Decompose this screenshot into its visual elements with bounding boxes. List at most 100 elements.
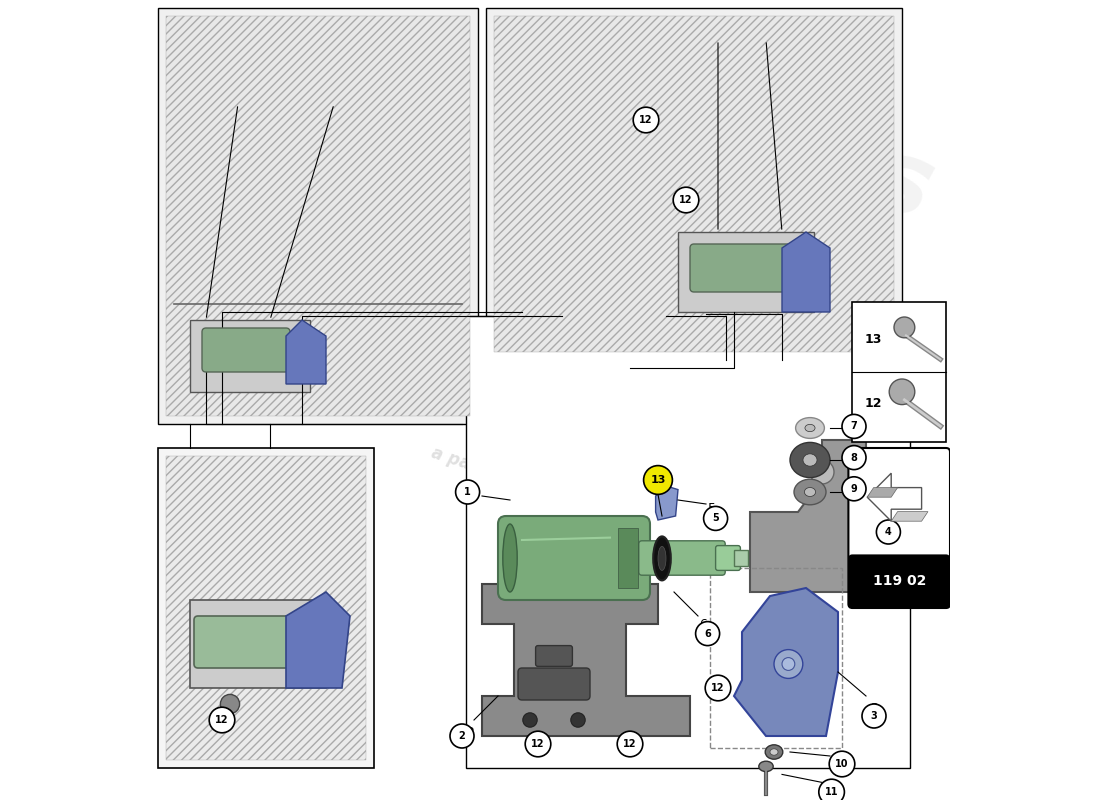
Text: 3: 3 (870, 702, 878, 715)
Circle shape (450, 724, 474, 748)
Text: 12: 12 (712, 683, 725, 693)
Text: 2: 2 (466, 726, 474, 739)
Text: 4: 4 (884, 514, 892, 527)
FancyBboxPatch shape (194, 616, 306, 668)
FancyBboxPatch shape (639, 541, 725, 575)
Ellipse shape (805, 424, 815, 432)
Circle shape (209, 707, 234, 733)
Text: 12: 12 (680, 195, 693, 205)
FancyBboxPatch shape (848, 554, 950, 608)
FancyBboxPatch shape (518, 668, 590, 700)
Text: 7: 7 (858, 422, 866, 435)
Text: 12: 12 (216, 715, 229, 725)
Ellipse shape (503, 524, 517, 592)
Text: 12: 12 (639, 115, 652, 125)
Ellipse shape (766, 745, 783, 759)
Text: 4: 4 (886, 527, 892, 537)
Text: 6: 6 (700, 618, 707, 631)
Circle shape (525, 731, 551, 757)
Circle shape (889, 379, 915, 405)
Circle shape (673, 187, 698, 213)
Text: 8: 8 (858, 454, 866, 467)
Circle shape (634, 107, 659, 133)
Bar (190, 600, 326, 688)
Circle shape (782, 658, 795, 670)
Text: 1: 1 (464, 487, 471, 497)
FancyBboxPatch shape (716, 546, 740, 570)
Text: 8: 8 (850, 453, 857, 462)
Circle shape (705, 675, 730, 701)
Circle shape (455, 480, 480, 504)
Ellipse shape (795, 418, 824, 438)
Polygon shape (782, 232, 830, 312)
Ellipse shape (759, 762, 773, 771)
Circle shape (810, 460, 834, 484)
Polygon shape (891, 512, 928, 522)
Circle shape (695, 622, 719, 646)
Polygon shape (750, 440, 866, 592)
Text: 9: 9 (850, 484, 857, 494)
Circle shape (704, 506, 727, 530)
Bar (158, 448, 374, 768)
Text: since 1985: since 1985 (729, 252, 851, 308)
Polygon shape (286, 320, 326, 384)
Text: 12: 12 (624, 739, 637, 749)
Text: a passion for parts since 1985: a passion for parts since 1985 (429, 444, 703, 548)
Text: 10: 10 (834, 754, 848, 765)
Text: 7: 7 (850, 422, 857, 431)
Text: 11: 11 (825, 787, 838, 797)
Polygon shape (734, 588, 838, 736)
FancyBboxPatch shape (536, 646, 572, 666)
Text: 5: 5 (707, 502, 716, 515)
Circle shape (220, 694, 240, 714)
Circle shape (522, 713, 537, 727)
Circle shape (571, 713, 585, 727)
Bar (852, 302, 946, 442)
Polygon shape (656, 486, 678, 520)
Polygon shape (867, 487, 898, 497)
Text: 13: 13 (650, 475, 666, 485)
Text: 13: 13 (865, 333, 882, 346)
Circle shape (829, 751, 855, 777)
Circle shape (644, 466, 672, 494)
Bar (466, 316, 910, 768)
Circle shape (842, 446, 866, 470)
Circle shape (877, 520, 901, 544)
Text: es: es (794, 110, 946, 242)
FancyBboxPatch shape (848, 448, 950, 608)
FancyBboxPatch shape (498, 516, 650, 600)
Ellipse shape (804, 487, 815, 497)
Polygon shape (482, 584, 690, 736)
Circle shape (842, 477, 866, 501)
Circle shape (894, 317, 915, 338)
FancyBboxPatch shape (690, 244, 794, 292)
Text: 10: 10 (835, 759, 849, 769)
Ellipse shape (653, 536, 671, 581)
Bar (710, 568, 842, 748)
Ellipse shape (794, 479, 826, 505)
Ellipse shape (658, 546, 666, 570)
Bar (166, 456, 366, 760)
Circle shape (862, 704, 886, 728)
Bar (618, 528, 638, 588)
Text: 2: 2 (459, 731, 465, 741)
Bar (190, 320, 310, 392)
Text: 5: 5 (712, 514, 719, 523)
Bar (166, 16, 470, 416)
Ellipse shape (803, 454, 817, 466)
Bar (734, 550, 748, 566)
Ellipse shape (770, 749, 778, 755)
Polygon shape (286, 592, 350, 688)
Text: 12: 12 (865, 398, 882, 410)
Bar (158, 8, 478, 424)
Text: 3: 3 (870, 711, 878, 721)
FancyBboxPatch shape (202, 328, 290, 372)
Text: 9: 9 (858, 486, 866, 499)
Text: 119 02: 119 02 (872, 574, 926, 588)
Circle shape (818, 779, 845, 800)
Bar (494, 16, 894, 352)
Text: 6: 6 (704, 629, 711, 638)
Circle shape (842, 414, 866, 438)
Circle shape (617, 731, 642, 757)
Text: 1: 1 (470, 482, 477, 495)
